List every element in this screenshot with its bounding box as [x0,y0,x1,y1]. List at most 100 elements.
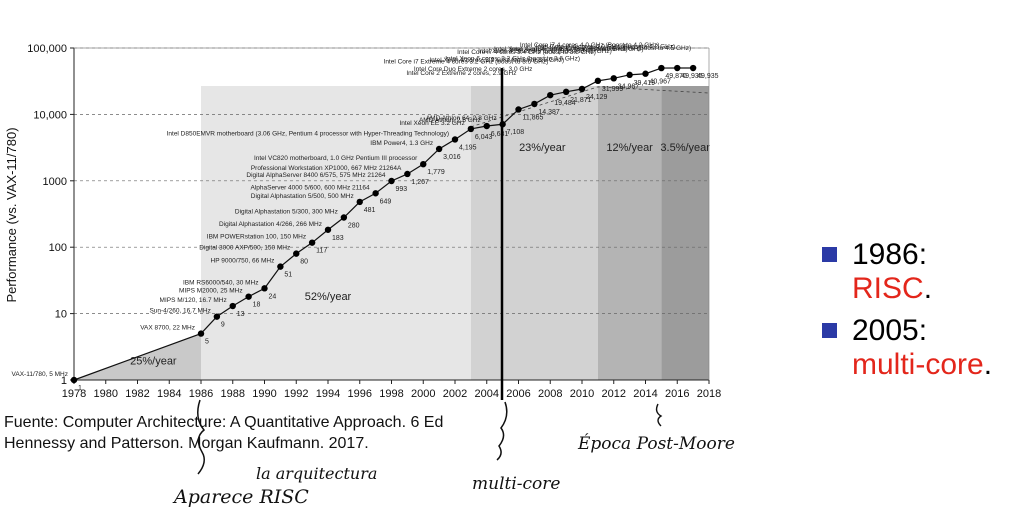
bullet-square-icon [822,323,837,338]
x-tick-label: 1980 [94,388,118,400]
data-value-label: 24 [269,293,277,300]
y-tick-label: 1 [61,375,67,387]
data-value-label: 7,108 [507,129,525,136]
data-value-label: 13 [237,311,245,318]
processor-label: Digital Alphastation 5/500, 500 MHz [251,193,354,200]
processor-label: VAX 8700, 22 MHz [140,325,195,332]
processor-label: Intel Xeon 4 cores, 3.3 GHz (boost to 3.… [429,57,564,64]
processor-label: Digital 3000 AXP/500, 150 MHz [199,245,290,252]
data-value-label: 40,967 [650,79,672,86]
data-value-label: 14,387 [538,109,560,116]
data-point [229,302,236,310]
data-value-label: 51 [284,272,292,279]
data-point [324,226,332,233]
data-point [674,64,681,72]
x-tick-label: 1984 [157,388,181,400]
data-value-label: 34,967 [618,83,640,90]
processor-label: Intel Core i7 4 cores 4.2 GHz (Boost to … [552,45,691,52]
processor-label: IBM Power4, 1.3 GHz [370,140,433,147]
data-value-label: 4,195 [459,144,477,151]
data-value-label: 1 [78,385,82,392]
x-tick-label: 2018 [697,388,721,400]
x-tick-label: 2004 [475,388,499,400]
data-point [340,214,348,221]
growth-regions: 25%/year 52%/year 23%/year 12%/year 3.5%/yea… [74,86,710,380]
data-point [547,91,554,99]
data-point [293,250,300,257]
y-tick-label: 1000 [43,176,67,188]
x-tick-label: 1998 [379,388,403,400]
brace-postmoore [655,403,663,427]
data-value-label: 3,016 [443,154,461,161]
processor-label: MIPS M/120, 16.7 MHz [160,297,227,304]
data-value-label: 1,779 [427,169,445,176]
data-value-label: 19,484 [554,100,576,107]
processor-label: Intel Xeon 4 cores 3.6 GHz (Boost to 4.0… [494,46,628,53]
processor-label: Intel Core i7 4 cores 4.0 GHz (Boost to … [520,42,659,49]
x-tick-label: 2006 [506,388,530,400]
data-value-label: 481 [364,207,376,214]
data-point [308,239,316,246]
data-value-label: 49,935 [681,73,703,80]
data-value-label: 649 [380,198,392,205]
data-value-label: 993 [396,186,408,193]
x-tick-label: 2014 [633,388,657,400]
bullet-year: 1986: [852,238,928,271]
source-line-2: Hennessy and Patterson. Morgan Kaufmann.… [4,435,369,452]
y-tick-label: 100 [49,242,67,254]
x-tick-label: 2012 [602,388,626,400]
data-point [515,106,522,113]
x-tick-label: 1992 [284,388,308,400]
data-value-label: 11,865 [523,114,544,121]
x-tick-label: 2000 [411,388,435,400]
data-point [404,170,411,178]
bullet-highlight: RISC [852,272,924,305]
region-label: 52%/year [305,291,352,303]
y-tick-label: 100,000 [27,43,67,55]
source-citation: Fuente: Computer Architecture: A Quantit… [4,412,443,454]
data-point [467,125,475,133]
data-point [578,85,586,93]
processor-label: MIPS M2000, 25 MHz [179,288,243,295]
data-point [435,145,443,153]
processor-label: Digital Alphastation 4/266, 266 MHz [219,221,322,228]
y-axis-label: Performance (vs. VAX-11/780) [4,127,19,302]
data-value-label: 6,681 [491,131,509,138]
data-value-label: 49,935 [697,73,719,80]
x-tick-label: 2008 [538,388,562,400]
data-value-label: 31,999 [602,86,624,93]
handwritten-note-aparece-risc: Aparece RISC [174,486,309,508]
data-point [610,75,617,82]
data-point [261,285,268,292]
data-point [531,100,538,108]
data-point [451,136,459,143]
data-value-label: 9 [221,322,225,329]
data-point [420,160,427,168]
x-tick-label: 1994 [316,388,340,400]
y-tick-label: 10,000 [33,109,67,121]
region-label: 25%/year [130,356,177,368]
region-shade [597,86,662,380]
bullet-square-icon [822,247,837,262]
data-value-label: 280 [348,223,360,230]
data-value-label: 49,870 [665,73,687,80]
processor-label: Intel Core i7 4 cores 3.4 GHz (boost to … [457,49,596,56]
brace-risc [197,399,206,475]
bullet-suffix: . [983,348,993,381]
data-value-label: 18 [253,302,261,309]
data-point [213,313,221,320]
processor-label: Intel Xeon 4 cores 3.6 GHz (Boost to 4.0… [478,48,612,55]
data-point [689,64,697,72]
data-value-label: 5 [205,339,209,346]
data-value-label: 39,419 [634,80,656,87]
data-point [642,70,649,77]
data-value-label: 1,267 [411,179,429,186]
handwritten-note-post-moore: Época Post-Moore [578,434,735,454]
processor-label: HP 9000/750, 66 MHz [211,258,275,265]
data-value-label: 80 [300,259,308,266]
processor-label: Intel Core Duo Extreme 2 cores, 3.0 GHz [414,66,533,73]
region-label: 12%/year [606,142,653,154]
processor-label: Intel Core i7 Extreme 4 cores 3.2 GHz (b… [384,59,549,66]
source-line-1: Fuente: Computer Architecture: A Quantit… [4,414,444,431]
